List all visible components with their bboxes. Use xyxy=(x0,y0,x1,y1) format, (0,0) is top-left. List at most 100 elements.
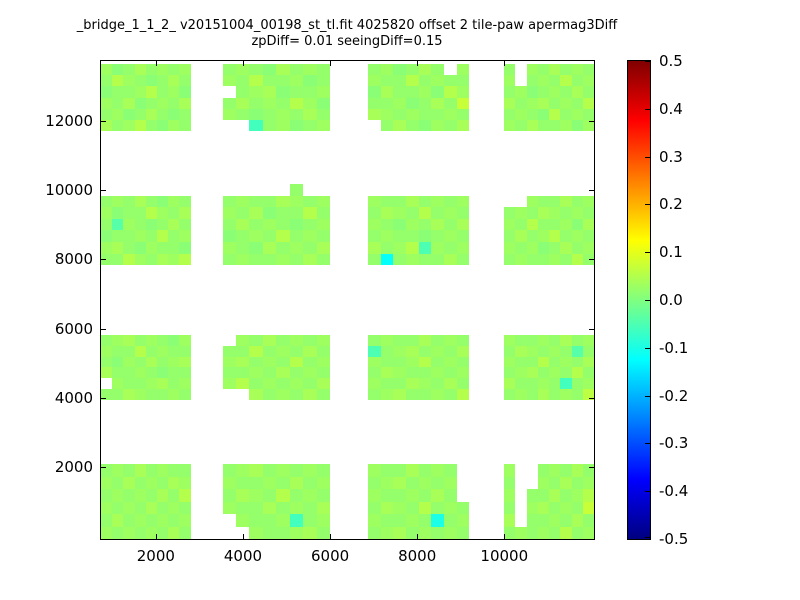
heatmap-cell xyxy=(179,367,191,379)
heatmap-cell xyxy=(249,476,263,490)
heatmap-cell xyxy=(145,207,158,219)
heatmap-cell xyxy=(571,489,583,502)
colorbar-tick-label: 0.3 xyxy=(659,147,683,166)
x-tick-label: 8000 xyxy=(398,547,437,565)
heatmap-cell xyxy=(560,195,572,208)
heatmap-cell xyxy=(549,464,561,477)
heatmap-cell xyxy=(249,514,263,527)
colorbar-tick-label: 0.5 xyxy=(659,52,683,70)
heatmap-cell xyxy=(289,108,304,120)
pawprint-r2c3 xyxy=(367,334,470,400)
heatmap-cell xyxy=(262,75,277,87)
heatmap-cell xyxy=(112,334,124,346)
heatmap-cell xyxy=(249,489,263,502)
heatmap-cell xyxy=(303,464,317,477)
heatmap-cell xyxy=(134,207,146,219)
heatmap-cell xyxy=(367,514,381,527)
heatmap-cell xyxy=(123,230,135,243)
heatmap-cell xyxy=(303,119,317,131)
heatmap-cell xyxy=(179,388,191,400)
heatmap-cell xyxy=(123,514,135,527)
heatmap-cell xyxy=(582,334,594,346)
heatmap-cell xyxy=(571,97,583,109)
heatmap-cell xyxy=(444,108,457,120)
heatmap-cell xyxy=(235,334,250,346)
heatmap-cell xyxy=(537,108,550,120)
heatmap-cell xyxy=(549,253,561,266)
heatmap-cell xyxy=(316,108,331,120)
heatmap-cell xyxy=(222,75,236,87)
heatmap-cell xyxy=(504,196,515,208)
heatmap-cell xyxy=(406,108,419,120)
heatmap-cell xyxy=(504,207,516,219)
heatmap-cell xyxy=(367,334,381,346)
heatmap-cell xyxy=(560,119,572,131)
heatmap-cell xyxy=(457,489,470,501)
heatmap-cell xyxy=(444,195,457,208)
heatmap-cell xyxy=(582,253,594,266)
heatmap-cell xyxy=(249,464,263,477)
heatmap-cell xyxy=(134,345,146,357)
heatmap-cell xyxy=(223,184,236,196)
heatmap-cell xyxy=(515,218,527,231)
heatmap-cell xyxy=(380,514,394,527)
heatmap-cell xyxy=(537,242,550,254)
heatmap-cell xyxy=(367,526,381,539)
heatmap-cell xyxy=(112,514,124,527)
heatmap-cell xyxy=(289,207,304,219)
heatmap-cell xyxy=(168,218,180,231)
heatmap-cell xyxy=(235,75,250,87)
heatmap-cell xyxy=(571,378,583,389)
heatmap-cell xyxy=(168,230,180,243)
heatmap-cell xyxy=(444,367,457,379)
heatmap-cell xyxy=(123,64,135,76)
heatmap-cell xyxy=(526,64,538,76)
heatmap-cell xyxy=(145,242,158,254)
heatmap-cell xyxy=(179,108,191,120)
heatmap-cell xyxy=(571,476,583,490)
colorbar-tick-label: 0.2 xyxy=(659,195,683,214)
heatmap-cell xyxy=(276,334,290,346)
heatmap-cell xyxy=(134,108,146,120)
heatmap-cell xyxy=(289,367,304,379)
heatmap-cell xyxy=(571,86,583,98)
heatmap-cell xyxy=(380,388,394,400)
heatmap-cell xyxy=(515,514,526,526)
heatmap-cell xyxy=(168,119,180,131)
pawprint-r3c1 xyxy=(101,195,191,266)
heatmap-cell xyxy=(276,345,290,357)
colorbar-tick-label: -0.2 xyxy=(659,386,689,405)
heatmap-cell xyxy=(549,356,561,368)
heatmap-cell xyxy=(223,514,236,526)
heatmap-cell xyxy=(145,489,158,502)
pawprint-r2c1 xyxy=(101,334,191,400)
heatmap-cell xyxy=(123,242,135,254)
heatmap-cell xyxy=(456,501,470,515)
heatmap-cell xyxy=(406,476,419,490)
heatmap-cell xyxy=(179,230,191,243)
heatmap-cell xyxy=(123,526,135,539)
heatmap-cell xyxy=(418,97,432,109)
heatmap-cell xyxy=(157,108,169,120)
heatmap-cell xyxy=(515,378,527,389)
heatmap-cell xyxy=(456,253,470,266)
heatmap-cell xyxy=(289,64,304,76)
heatmap-cell xyxy=(112,218,124,231)
heatmap-cell xyxy=(145,526,158,539)
heatmap-cell xyxy=(262,356,277,368)
heatmap-cell xyxy=(157,489,169,502)
heatmap-cell xyxy=(504,242,516,254)
heatmap-cell xyxy=(393,242,407,254)
heatmap-cell xyxy=(526,367,538,379)
y-tick-mark xyxy=(589,190,594,192)
heatmap-cell xyxy=(276,108,290,120)
x-tick-mark xyxy=(504,534,506,539)
heatmap-cell xyxy=(515,464,526,476)
heatmap-cell xyxy=(380,218,394,231)
heatmap-cell xyxy=(406,345,419,357)
heatmap-cell xyxy=(303,378,317,389)
heatmap-cell xyxy=(123,86,135,98)
heatmap-cell xyxy=(380,501,394,515)
heatmap-cell xyxy=(179,253,191,266)
heatmap-cell xyxy=(179,64,191,76)
